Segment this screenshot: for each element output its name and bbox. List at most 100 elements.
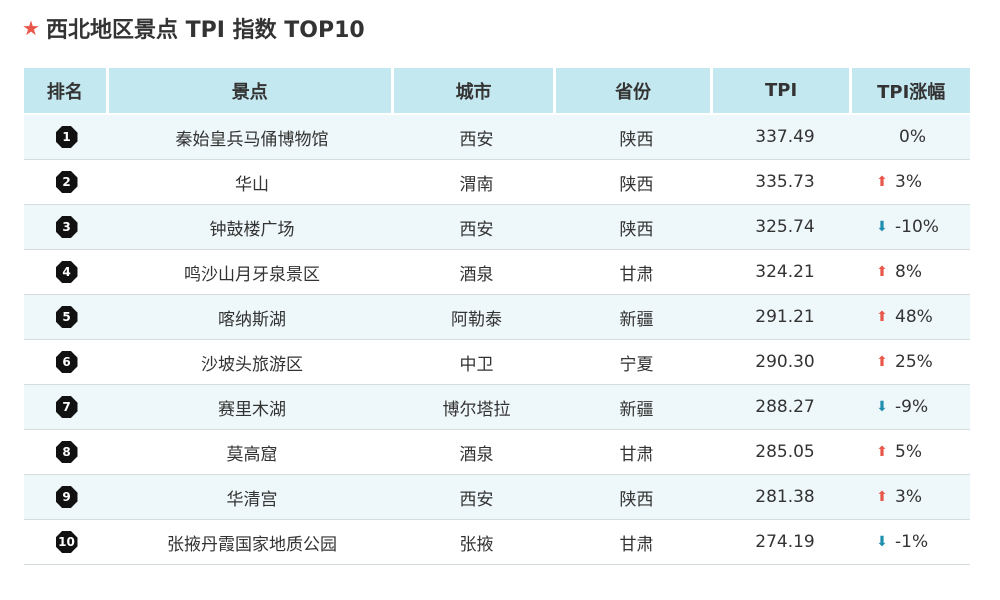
- attraction-name: 张掖丹霞国家地质公园: [167, 534, 337, 555]
- arrow-up-icon: ⬆: [876, 489, 888, 505]
- province-name: 甘肃: [619, 264, 654, 285]
- rank-cell: 5: [24, 295, 109, 339]
- city-name: 张掖: [459, 534, 494, 555]
- change-cell: •0%: [855, 115, 970, 159]
- city-name: 西安: [459, 219, 494, 240]
- header-change: TPI涨幅: [852, 68, 970, 113]
- arrow-down-icon: ⬇: [876, 219, 888, 235]
- tpi-value: 285.05: [755, 442, 815, 462]
- attraction-name: 赛里木湖: [218, 399, 286, 420]
- rank-badge: 8: [55, 441, 78, 463]
- header-city: 城市: [393, 68, 554, 113]
- change-cell: ⬇ -1%: [855, 520, 970, 564]
- table-row: 8 莫高窟 酒泉 甘肃 285.05 ⬆ 5%: [24, 430, 970, 475]
- change-cell: ⬆ 48%: [855, 295, 970, 339]
- arrow-up-icon: ⬆: [876, 174, 888, 190]
- tpi-value: 335.73: [755, 172, 815, 192]
- province-name: 甘肃: [619, 534, 654, 555]
- change-cell: ⬆ 25%: [855, 340, 970, 384]
- rank-badge: 4: [55, 261, 78, 283]
- city-name: 阿勒泰: [451, 309, 502, 330]
- star-icon: ★: [22, 16, 40, 40]
- tpi-value: 290.30: [755, 352, 815, 372]
- rank-cell: 1: [24, 115, 109, 159]
- header-province: 省份: [556, 68, 710, 113]
- change-value: 0%: [899, 127, 926, 147]
- city-name: 渭南: [459, 174, 494, 195]
- change-cell: ⬆ 3%: [855, 475, 970, 519]
- province-name: 新疆: [619, 309, 654, 330]
- attraction-name: 喀纳斯湖: [218, 309, 286, 330]
- city-name: 酒泉: [459, 264, 494, 285]
- rank-cell: 10: [24, 520, 109, 564]
- rank-badge: 6: [55, 351, 78, 373]
- rank-badge: 3: [55, 216, 78, 238]
- arrow-up-icon: ⬆: [876, 444, 888, 460]
- table-row: 4 鸣沙山月牙泉景区 酒泉 甘肃 324.21 ⬆ 8%: [24, 250, 970, 295]
- rank-cell: 8: [24, 430, 109, 474]
- city-name: 中卫: [459, 354, 494, 375]
- attraction-name: 华清宫: [226, 489, 278, 510]
- tpi-value: 291.21: [755, 307, 815, 327]
- change-value: -9%: [895, 397, 929, 417]
- rank-badge: 2: [55, 171, 78, 193]
- arrow-down-icon: ⬇: [876, 534, 888, 550]
- ranking-table: 排名 景点 城市 省份 TPI TPI涨幅 1 秦始皇兵马俑博物馆 西安 陕西 337.…: [24, 68, 970, 565]
- province-name: 甘肃: [619, 444, 654, 465]
- change-value: -1%: [895, 532, 929, 552]
- page-title-block: ★ 西北地区景点 TPI 指数 TOP10: [22, 12, 365, 44]
- province-name: 陕西: [619, 489, 654, 510]
- tpi-value: 288.27: [755, 397, 815, 417]
- change-cell: ⬇ -10%: [855, 205, 970, 249]
- table-header: 排名 景点 城市 省份 TPI TPI涨幅: [24, 68, 970, 113]
- tpi-value: 274.19: [755, 532, 815, 552]
- table-row: 6 沙坡头旅游区 中卫 宁夏 290.30 ⬆ 25%: [24, 340, 970, 385]
- attraction-name: 鸣沙山月牙泉景区: [184, 264, 320, 285]
- arrow-up-icon: ⬆: [876, 309, 888, 325]
- change-cell: ⬆ 3%: [855, 160, 970, 204]
- table-row: 3 钟鼓楼广场 西安 陕西 325.74 ⬇ -10%: [24, 205, 970, 250]
- change-value: 25%: [895, 352, 933, 372]
- change-value: 3%: [895, 487, 922, 507]
- arrow-up-icon: ⬆: [876, 264, 888, 280]
- rank-cell: 4: [24, 250, 109, 294]
- city-name: 西安: [459, 489, 494, 510]
- tpi-value: 337.49: [755, 127, 815, 147]
- rank-cell: 3: [24, 205, 109, 249]
- change-value: 8%: [895, 262, 922, 282]
- city-name: 西安: [459, 129, 494, 150]
- rank-cell: 2: [24, 160, 109, 204]
- page-title: 西北地区景点 TPI 指数 TOP10: [45, 18, 365, 43]
- attraction-name: 沙坡头旅游区: [201, 354, 303, 375]
- table-row: 5 喀纳斯湖 阿勒泰 新疆 291.21 ⬆ 48%: [24, 295, 970, 340]
- header-rank: 排名: [24, 68, 106, 113]
- rank-badge: 7: [55, 396, 78, 418]
- header-tpi: TPI: [712, 68, 850, 113]
- arrow-up-icon: ⬆: [876, 354, 888, 370]
- table-row: 9 华清宫 西安 陕西 281.38 ⬆ 3%: [24, 475, 970, 520]
- province-name: 陕西: [619, 129, 654, 150]
- province-name: 陕西: [619, 174, 654, 195]
- attraction-name: 钟鼓楼广场: [209, 219, 295, 240]
- table-row: 7 赛里木湖 博尔塔拉 新疆 288.27 ⬇ -9%: [24, 385, 970, 430]
- table-row: 1 秦始皇兵马俑博物馆 西安 陕西 337.49 •0%: [24, 115, 970, 160]
- rank-cell: 6: [24, 340, 109, 384]
- change-value: 48%: [895, 307, 933, 327]
- tpi-value: 281.38: [755, 487, 815, 507]
- change-cell: ⬆ 5%: [855, 430, 970, 474]
- change-cell: ⬆ 8%: [855, 250, 970, 294]
- attraction-name: 秦始皇兵马俑博物馆: [175, 129, 329, 150]
- tpi-value: 325.74: [755, 217, 815, 237]
- arrow-down-icon: ⬇: [876, 399, 888, 415]
- attraction-name: 莫高窟: [226, 444, 278, 465]
- attraction-name: 华山: [235, 174, 269, 195]
- rank-badge: 10: [55, 531, 78, 553]
- province-name: 新疆: [619, 399, 654, 420]
- tpi-value: 324.21: [755, 262, 815, 282]
- rank-badge: 1: [55, 126, 78, 148]
- change-value: -10%: [895, 217, 939, 237]
- table-row: 2 华山 渭南 陕西 335.73 ⬆ 3%: [24, 160, 970, 205]
- change-value: 3%: [895, 172, 922, 192]
- rank-badge: 5: [55, 306, 78, 328]
